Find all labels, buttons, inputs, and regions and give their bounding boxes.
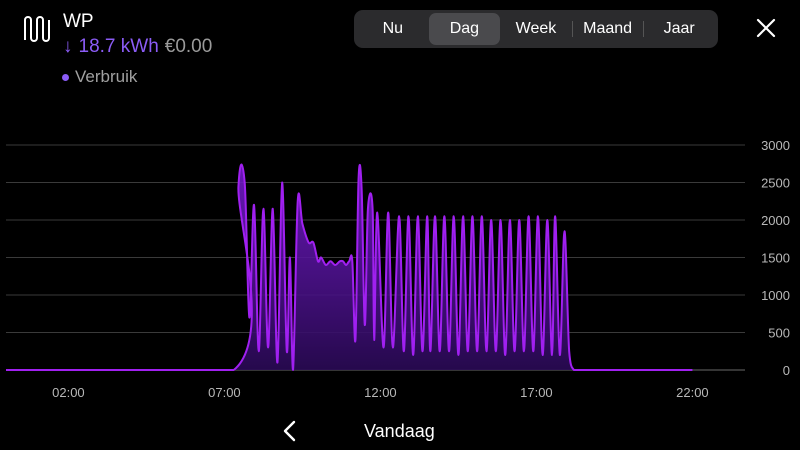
- legend: Verbruik: [62, 67, 137, 87]
- usage-chart: 0 500 1000 1500 2000 2500 3000 02:00 07:00 12:00 1…: [6, 138, 790, 400]
- y-tick-label: 1000: [761, 288, 790, 303]
- chevron-left-icon[interactable]: [278, 418, 302, 444]
- heat-pump-icon: [24, 16, 50, 42]
- x-tick-label: 22:00: [676, 385, 709, 400]
- period-tabs: Nu Dag Week Maand Jaar: [354, 10, 718, 48]
- cost-value: €0.00: [164, 36, 213, 57]
- y-tick-label: 2000: [761, 213, 790, 228]
- legend-label: Verbruik: [75, 67, 138, 86]
- period-label: Vandaag: [364, 421, 435, 441]
- tab-maand[interactable]: Maand: [571, 13, 644, 45]
- legend-dot-icon: [62, 73, 69, 81]
- y-tick-label: 0: [783, 363, 790, 378]
- down-arrow-icon: ↓: [63, 36, 73, 57]
- y-tick-label: 500: [768, 326, 790, 341]
- x-tick-label: 07:00: [208, 385, 241, 400]
- tab-nu[interactable]: Nu: [382, 20, 404, 37]
- close-icon[interactable]: [752, 14, 780, 42]
- tab-jaar[interactable]: Jaar: [643, 13, 715, 45]
- y-tick-label: 1500: [761, 251, 790, 266]
- device-title: WP: [63, 11, 94, 32]
- y-tick-label: 2500: [761, 176, 790, 191]
- tab-week[interactable]: Week: [515, 20, 557, 37]
- usage-summary: ↓ 18.7 kWh €0.00: [63, 36, 212, 58]
- x-tick-label: 02:00: [52, 385, 85, 400]
- y-tick-label: 3000: [761, 138, 790, 153]
- x-tick-label: 12:00: [364, 385, 397, 400]
- series-line: [6, 163, 693, 371]
- tab-dag[interactable]: Dag: [428, 13, 501, 45]
- x-tick-label: 17:00: [520, 385, 553, 400]
- usage-value: 18.7 kWh: [78, 36, 159, 57]
- series-area: [6, 164, 693, 370]
